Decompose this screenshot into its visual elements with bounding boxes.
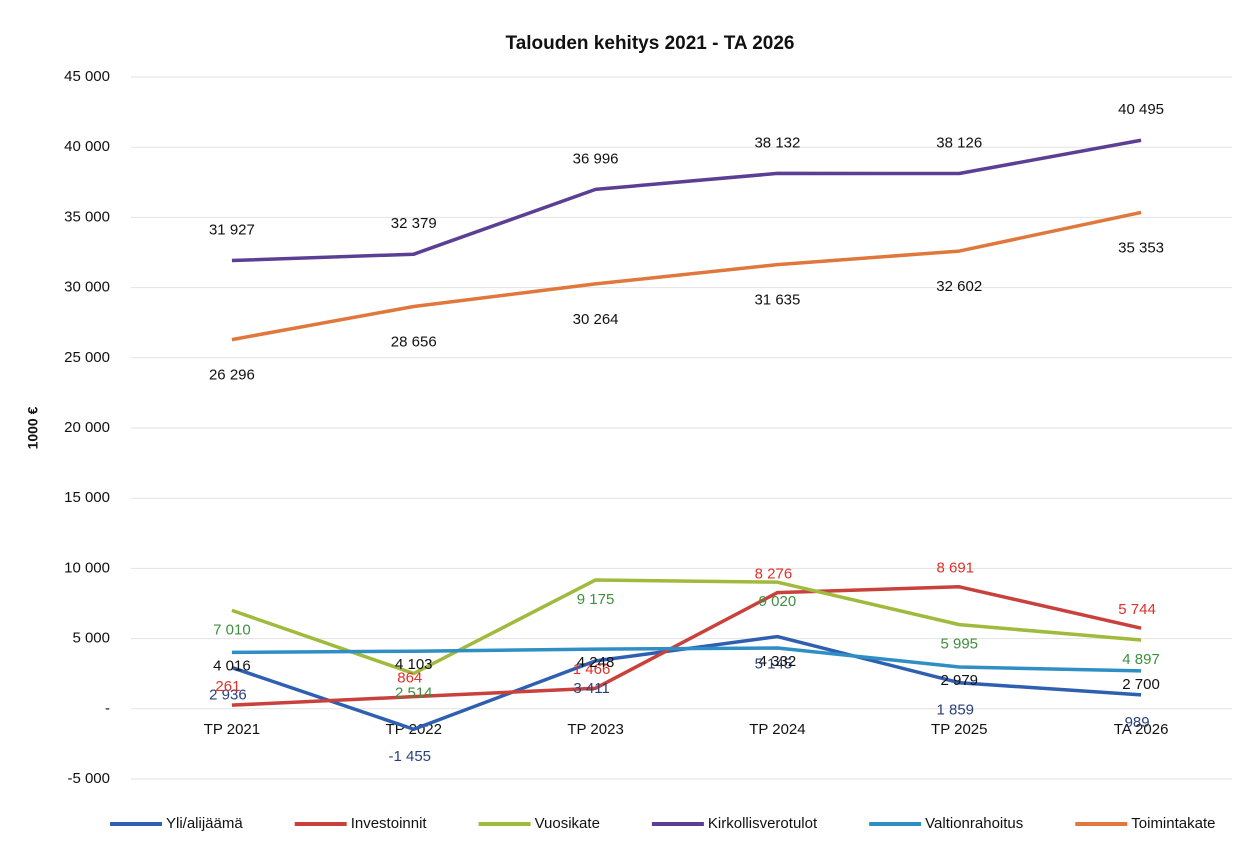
y-tick-label: -5 000: [67, 770, 110, 787]
x-tick-label: TP 2024: [749, 721, 805, 738]
data-label: 31 635: [754, 292, 800, 309]
y-tick-label: 5 000: [72, 630, 110, 647]
chart-title: Talouden kehitys 2021 - TA 2026: [506, 33, 795, 54]
legend-label: Vuosikate: [535, 815, 600, 832]
data-label: 28 656: [391, 333, 437, 350]
data-label: 2 936: [209, 687, 247, 704]
data-label: -1 455: [388, 748, 431, 765]
data-label: 864: [397, 670, 422, 687]
data-label: 4 897: [1122, 651, 1160, 668]
y-axis-label: 1000 €: [25, 406, 41, 449]
data-label: 38 126: [936, 134, 982, 151]
data-label: 261: [215, 678, 240, 695]
y-tick-label: 40 000: [64, 138, 110, 155]
data-label: 5 744: [1118, 601, 1156, 618]
data-label: 2 514: [395, 684, 433, 701]
data-label: 5 145: [755, 656, 793, 673]
data-label: 2 979: [940, 672, 978, 689]
x-tick-label: TP 2025: [931, 721, 987, 738]
x-tick-label: TA 2026: [1114, 721, 1169, 738]
y-tick-label: 35 000: [64, 208, 110, 225]
series-line: [231, 138, 1142, 263]
data-label: 35 353: [1118, 239, 1164, 256]
data-label: 30 264: [573, 311, 619, 328]
y-tick-label: 25 000: [64, 349, 110, 366]
y-tick-label: 45 000: [64, 68, 110, 85]
legend-label: Valtionrahoitus: [925, 815, 1023, 832]
legend-label: Kirkollisverotulot: [708, 815, 818, 832]
data-label: 3 411: [573, 680, 609, 697]
data-label: 5 995: [940, 636, 978, 653]
data-label: 26 296: [209, 367, 255, 384]
y-tick-label: -: [105, 700, 110, 717]
y-tick-label: 20 000: [64, 419, 110, 436]
data-label: 9 020: [759, 593, 797, 610]
y-tick-label: 30 000: [64, 279, 110, 296]
data-label: 8 276: [755, 566, 793, 583]
data-label: 40 495: [1118, 101, 1164, 118]
data-label: 8 691: [936, 560, 974, 577]
series-line: [231, 646, 1142, 673]
data-label: 32 379: [391, 215, 437, 232]
y-tick-label: 15 000: [64, 489, 110, 506]
series-line: [231, 578, 1142, 676]
data-label: 4 103: [395, 656, 433, 673]
data-label: 38 132: [754, 134, 800, 151]
data-label: 9 175: [577, 591, 615, 608]
data-label: 4 016: [213, 657, 251, 674]
legend-label: Investoinnit: [351, 815, 428, 832]
data-label: 36 996: [573, 150, 619, 167]
data-label: 31 927: [209, 222, 255, 239]
legend-label: Toimintakate: [1131, 815, 1215, 832]
data-label: 32 602: [936, 278, 982, 295]
series-line: [231, 585, 1142, 707]
x-tick-label: TP 2021: [204, 721, 260, 738]
data-label: 7 010: [213, 621, 251, 638]
legend-label: Yli/alijäämä: [166, 815, 243, 832]
data-label: 4 248: [577, 654, 615, 671]
data-label: 2 700: [1122, 676, 1160, 693]
series-line: [231, 210, 1142, 342]
data-label: 989: [1125, 714, 1150, 731]
data-label: 1 859: [936, 702, 974, 719]
data-label: 4 332: [759, 653, 797, 670]
y-tick-label: 10 000: [64, 559, 110, 576]
data-label: 1 466: [573, 661, 611, 678]
x-tick-label: TP 2023: [567, 721, 623, 738]
